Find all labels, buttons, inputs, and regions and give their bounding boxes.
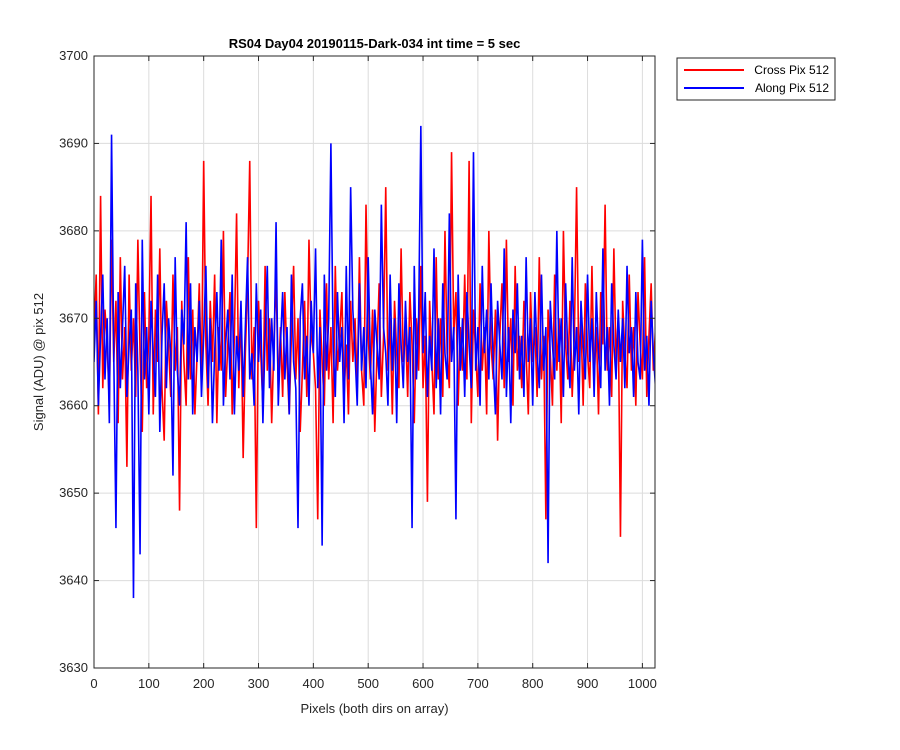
x-tick-label: 900: [577, 676, 599, 691]
y-tick-label: 3650: [59, 485, 88, 500]
axes: [93, 55, 656, 669]
x-tick-label: 700: [467, 676, 489, 691]
y-tick-label: 3630: [59, 660, 88, 675]
x-tick-label: 600: [412, 676, 434, 691]
series-line-cross: [94, 152, 655, 537]
x-tick-label: 200: [193, 676, 215, 691]
legend: Cross Pix 512 Along Pix 512: [676, 57, 836, 101]
legend-entry-along: Along Pix 512: [755, 81, 829, 95]
x-tick-label: 0: [90, 676, 97, 691]
y-tick-label: 3640: [59, 573, 88, 588]
y-tick-label: 3660: [59, 398, 88, 413]
y-tick-label: 3680: [59, 223, 88, 238]
y-axis-label: Signal (ADU) @ pix 512: [31, 293, 46, 431]
legend-entry-cross: Cross Pix 512: [754, 63, 829, 77]
x-tick-label: 400: [303, 676, 325, 691]
legend-box: [676, 57, 836, 101]
x-tick-label: 1000: [628, 676, 657, 691]
x-tick-label: 100: [138, 676, 160, 691]
y-tick-label: 3670: [59, 310, 88, 325]
chart-title: RS04 Day04 20190115-Dark-034 int time = …: [229, 36, 521, 51]
x-axis-label: Pixels (both dirs on array): [300, 701, 448, 716]
axes-box: [93, 55, 656, 669]
x-tick-label: 500: [357, 676, 379, 691]
x-tick-label: 300: [248, 676, 270, 691]
y-tick-label: 3690: [59, 135, 88, 150]
x-tick-label: 800: [522, 676, 544, 691]
tick-labels: 0 100 200 300 400 500 600 700 800 900 1000 3630 3640…: [59, 48, 657, 691]
y-tick-label: 3700: [59, 48, 88, 63]
series-line-along: [94, 125, 655, 599]
series-group: [94, 125, 655, 599]
